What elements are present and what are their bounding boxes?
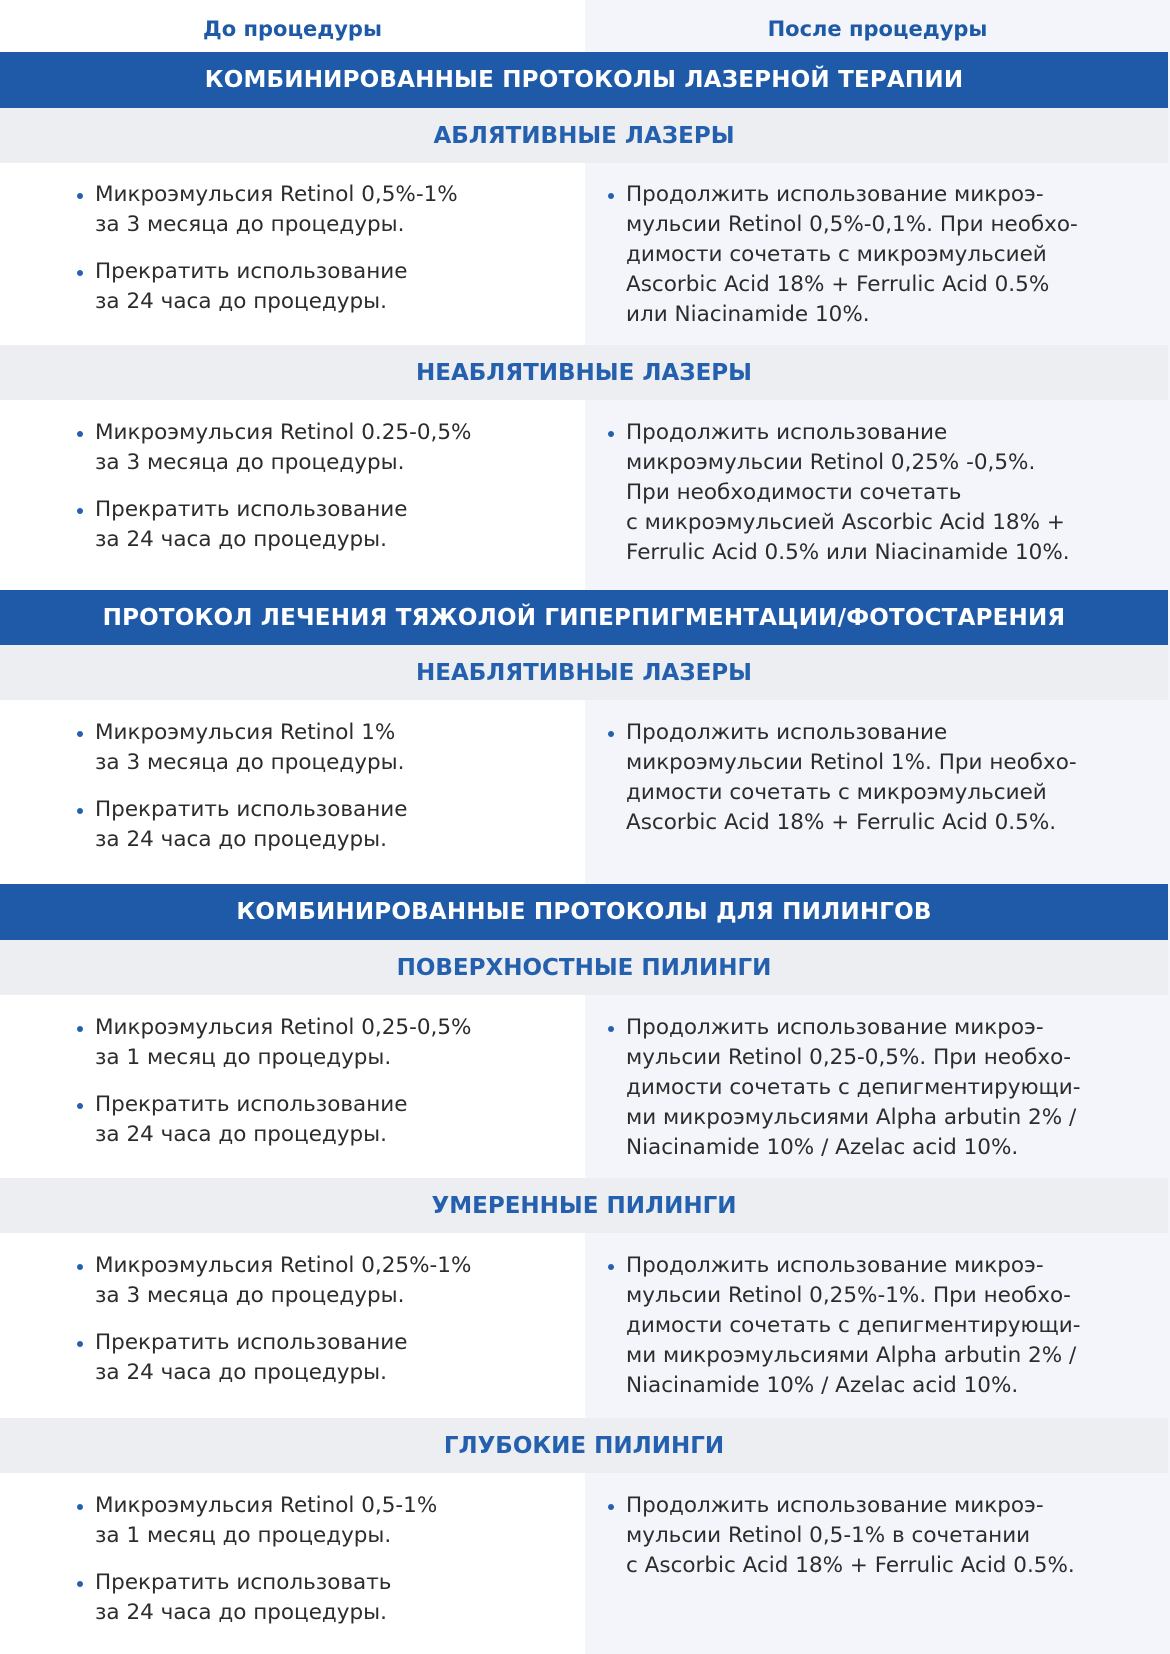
column-header-before: До процедуры [203, 17, 382, 41]
list-item: Микроэмульсия Retinol 0,25%-1% за 3 меся… [77, 1251, 471, 1311]
bullet-list: Микроэмульсия Retinol 0,5%-1% за 3 месяц… [77, 180, 458, 317]
bullet-list: Продолжить использование микроэ- мульсии… [608, 1251, 1081, 1401]
list-item: Прекратить использование за 24 часа до п… [77, 795, 408, 855]
bullet-list: Микроэмульсия Retinol 0,5-1% за 1 месяц … [77, 1491, 437, 1628]
list-item: Прекратить использование за 24 часа до п… [77, 257, 458, 317]
list-item: Продолжить использование микроэ- мульсии… [608, 1491, 1075, 1581]
list-item: Продолжить использование микроэ- мульсии… [608, 180, 1078, 330]
after-list: Продолжить использование микроэ- мульсии… [608, 180, 1078, 347]
bullet-list: Микроэмульсия Retinol 1% за 3 месяца до … [77, 718, 408, 855]
after-list: Продолжить использование микроэ- мульсии… [608, 1251, 1081, 1418]
list-item: Микроэмульсия Retinol 0.25-0,5% за 3 мес… [77, 418, 471, 478]
group-title: НЕАБЛЯТИВНЫЕ ЛАЗЕРЫ [0, 645, 1168, 700]
before-list: Микроэмульсия Retinol 0,5-1% за 1 месяц … [77, 1491, 437, 1645]
list-item: Прекратить использование за 24 часа до п… [77, 495, 471, 555]
before-list: Микроэмульсия Retinol 0.25-0,5% за 3 мес… [77, 418, 471, 572]
group-title: УМЕРЕННЫЕ ПИЛИНГИ [0, 1178, 1168, 1233]
after-list: Продолжить использование микроэмульсии R… [608, 718, 1077, 855]
bullet-list: Продолжить использование микроэмульсии R… [608, 418, 1070, 568]
list-item: Продолжить использование микроэ- мульсии… [608, 1251, 1081, 1401]
group-title: ПОВЕРХНОСТНЫЕ ПИЛИНГИ [0, 940, 1168, 995]
bullet-list: Микроэмульсия Retinol 0,25%-1% за 3 меся… [77, 1251, 471, 1388]
before-list: Микроэмульсия Retinol 0,25%-1% за 3 меся… [77, 1251, 471, 1405]
section-title: КОМБИНИРОВАННЫЕ ПРОТОКОЛЫ ДЛЯ ПИЛИНГОВ [0, 884, 1168, 940]
after-list: Продолжить использование микроэмульсии R… [608, 418, 1070, 585]
bullet-list: Продолжить использование микроэмульсии R… [608, 718, 1077, 838]
section-title: ПРОТОКОЛ ЛЕЧЕНИЯ ТЯЖОЛОЙ ГИПЕРПИГМЕНТАЦИ… [0, 590, 1168, 646]
after-list: Продолжить использование микроэ- мульсии… [608, 1013, 1081, 1180]
list-item: Прекратить использование за 24 часа до п… [77, 1328, 471, 1388]
bullet-list: Продолжить использование микроэ- мульсии… [608, 180, 1078, 330]
list-item: Прекратить использование за 24 часа до п… [77, 1090, 471, 1150]
list-item: Продолжить использование микроэмульсии R… [608, 418, 1070, 568]
list-item: Микроэмульсия Retinol 0,5%-1% за 3 месяц… [77, 180, 458, 240]
before-list: Микроэмульсия Retinol 1% за 3 месяца до … [77, 718, 408, 872]
bullet-list: Продолжить использование микроэ- мульсии… [608, 1491, 1075, 1581]
bullet-list: Микроэмульсия Retinol 0,25-0,5% за 1 мес… [77, 1013, 471, 1150]
bullet-list: Микроэмульсия Retinol 0.25-0,5% за 3 мес… [77, 418, 471, 555]
bullet-list: Продолжить использование микроэ- мульсии… [608, 1013, 1081, 1163]
list-item: Микроэмульсия Retinol 0,25-0,5% за 1 мес… [77, 1013, 471, 1073]
after-list: Продолжить использование микроэ- мульсии… [608, 1491, 1075, 1598]
column-header-after: После процедуры [767, 17, 988, 41]
after-column-background [585, 0, 1170, 1654]
section-title: КОМБИНИРОВАННЫЕ ПРОТОКОЛЫ ЛАЗЕРНОЙ ТЕРАП… [0, 52, 1168, 108]
before-list: Микроэмульсия Retinol 0,5%-1% за 3 месяц… [77, 180, 458, 334]
list-item: Продолжить использование микроэмульсии R… [608, 718, 1077, 838]
group-title: АБЛЯТИВНЫЕ ЛАЗЕРЫ [0, 108, 1168, 163]
list-item: Прекратить использовать за 24 часа до пр… [77, 1568, 437, 1628]
list-item: Микроэмульсия Retinol 0,5-1% за 1 месяц … [77, 1491, 437, 1551]
list-item: Микроэмульсия Retinol 1% за 3 месяца до … [77, 718, 408, 778]
list-item: Продолжить использование микроэ- мульсии… [608, 1013, 1081, 1163]
group-title: ГЛУБОКИЕ ПИЛИНГИ [0, 1418, 1168, 1473]
group-title: НЕАБЛЯТИВНЫЕ ЛАЗЕРЫ [0, 345, 1168, 400]
before-list: Микроэмульсия Retinol 0,25-0,5% за 1 мес… [77, 1013, 471, 1167]
